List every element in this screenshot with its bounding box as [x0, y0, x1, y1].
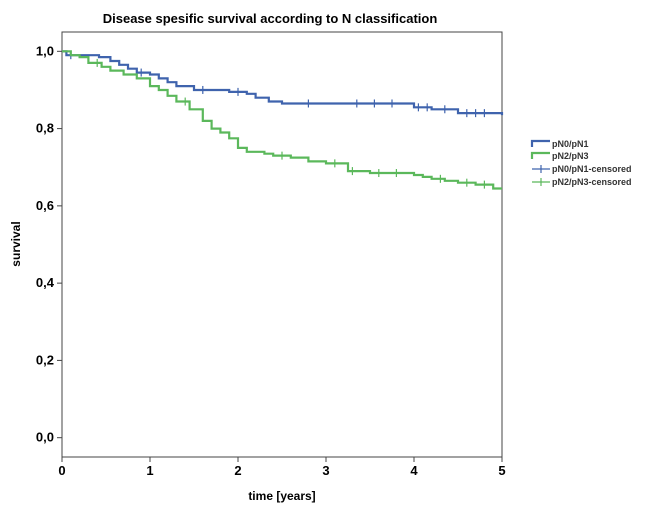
legend-line-swatch — [530, 151, 550, 159]
x-tick-label: 4 — [410, 463, 418, 478]
legend-line-swatch — [530, 139, 550, 147]
y-tick-label: 0,0 — [36, 430, 54, 445]
x-tick-label: 2 — [234, 463, 241, 478]
legend-label: pN0/pN1-censored — [552, 164, 632, 174]
x-axis: 0 1 2 3 4 5 — [58, 457, 506, 478]
plot-frame — [61, 31, 503, 458]
x-tick-label: 5 — [498, 463, 505, 478]
y-tick-label: 0,4 — [36, 275, 55, 290]
y-tick-label: 1,0 — [36, 43, 54, 58]
legend: pN0/pN1 pN2/pN3 pN0/pN1-censored pN2/pN3-ce… — [530, 139, 632, 187]
y-axis: 0,0 0,2 0,4 0,6 0,8 1,0 — [36, 43, 62, 445]
legend-label: pN2/pN3-censored — [552, 177, 632, 187]
series-layer — [62, 50, 504, 190]
x-tick-label: 3 — [322, 463, 329, 478]
series-line-2 — [62, 50, 502, 190]
y-axis-label: survival — [9, 221, 23, 266]
y-tick-label: 0,6 — [36, 198, 54, 213]
y-tick-label: 0,8 — [36, 121, 54, 136]
x-tick-label: 1 — [146, 463, 153, 478]
x-axis-label: time [years] — [248, 489, 315, 503]
legend-label: pN2/pN3 — [552, 151, 589, 161]
chart-title: Disease spesific survival according to N… — [103, 11, 438, 26]
legend-label: pN0/pN1 — [552, 139, 589, 149]
x-tick-label: 0 — [58, 463, 65, 478]
series-line-1 — [62, 50, 504, 116]
y-tick-label: 0,2 — [36, 352, 54, 367]
